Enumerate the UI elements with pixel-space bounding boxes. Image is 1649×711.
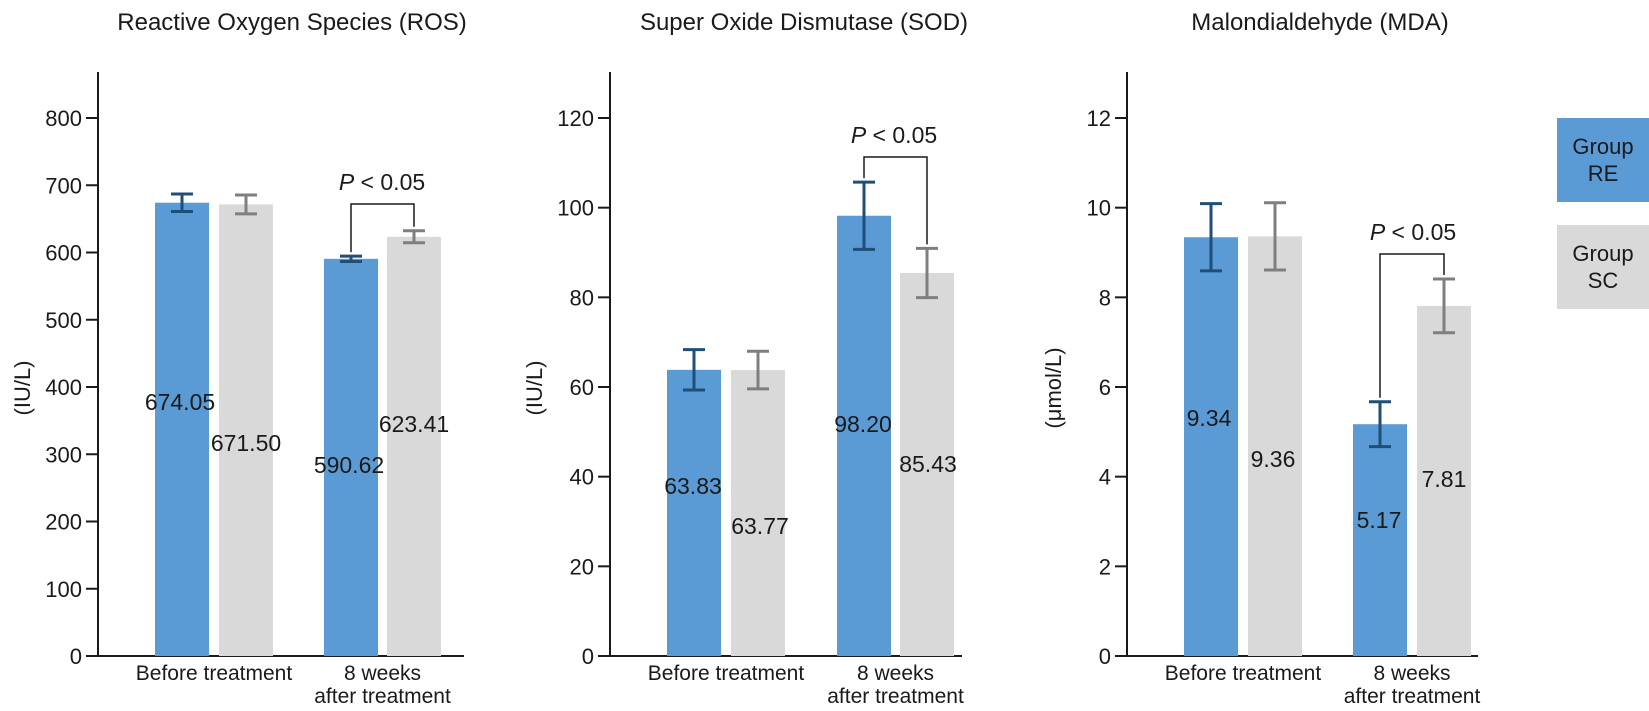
y-tick-label: 8 [1099, 285, 1111, 310]
y-axis-label: (IU/L) [10, 361, 35, 416]
bar-re [155, 202, 209, 657]
bar-re [837, 215, 891, 656]
category-label: Before treatment [136, 662, 293, 685]
significance-bracket [1379, 253, 1445, 398]
category-label: Before treatment [648, 662, 805, 685]
category-label-line: after treatment [827, 685, 964, 708]
y-tick-label: 400 [45, 375, 82, 400]
y-tick-label: 100 [45, 577, 82, 602]
y-tick-label: 300 [45, 442, 82, 467]
y-tick-label: 0 [70, 644, 82, 669]
significance-p: P [1370, 219, 1386, 245]
data-label: 623.41 [379, 411, 449, 437]
significance-bracket [863, 156, 928, 245]
category-label: 8 weeks after treatment [1344, 662, 1481, 708]
category-label: 8 weeks after treatment [827, 662, 964, 708]
chart-title: Malondialdehyde (MDA) [1191, 9, 1448, 36]
legend-item-group-sc: Group SC [1557, 225, 1649, 309]
significance-label: P < 0.05 [851, 122, 937, 148]
category-label-line: 8 weeks [1373, 662, 1450, 685]
category-label: Before treatment [1165, 662, 1322, 685]
category-label-line: after treatment [1344, 685, 1481, 708]
y-tick-label: 120 [557, 106, 594, 131]
bar-sc [1417, 305, 1471, 656]
significance-label: P < 0.05 [339, 169, 425, 195]
y-tick-label: 700 [45, 173, 82, 198]
data-label: 98.20 [834, 411, 892, 437]
chart-title: Super Oxide Dismutase (SOD) [640, 9, 968, 36]
bar-sc [900, 272, 954, 656]
y-tick-label: 0 [582, 644, 594, 669]
legend-label: Group RE [1572, 134, 1634, 186]
y-tick-label: 12 [1087, 106, 1111, 131]
y-tick-label: 200 [45, 510, 82, 535]
chart-1: Reactive Oxygen Species (ROS) (IU/L) 0 100 2… [10, 9, 467, 708]
y-tick-label: 800 [45, 106, 82, 131]
category-label-line: after treatment [314, 685, 451, 708]
data-label: 9.34 [1187, 405, 1232, 431]
category-label-line: 8 weeks [857, 662, 934, 685]
y-tick-label: 0 [1099, 644, 1111, 669]
category-label-line: Before treatment [136, 662, 293, 685]
data-label: 85.43 [899, 451, 957, 477]
significance-label: P < 0.05 [1370, 219, 1456, 245]
y-tick-label: 40 [570, 465, 594, 490]
bar-re [1353, 424, 1407, 656]
data-label: 671.50 [211, 430, 281, 456]
significance-rest: < 0.05 [1385, 219, 1456, 245]
data-label: 63.77 [731, 513, 789, 539]
bar-sc [1248, 236, 1302, 657]
category-label-line: Before treatment [1165, 662, 1322, 685]
category-label-line: 8 weeks [344, 662, 421, 685]
y-tick-label: 80 [570, 285, 594, 310]
y-axis-label: (μmol/L) [1041, 347, 1066, 428]
category-label: 8 weeks after treatment [314, 662, 451, 708]
data-label: 7.81 [1422, 466, 1467, 492]
significance-rest: < 0.05 [354, 169, 425, 195]
legend-label: Group SC [1572, 241, 1634, 293]
significance-rest: < 0.05 [866, 122, 937, 148]
bar-sc [387, 236, 441, 656]
bar-re [324, 258, 378, 656]
significance-bracket [350, 203, 415, 253]
bar-re [1184, 237, 1238, 657]
bar-sc [219, 204, 273, 656]
y-tick-label: 6 [1099, 375, 1111, 400]
data-label: 5.17 [1357, 507, 1402, 533]
y-tick-label: 500 [45, 308, 82, 333]
chart-3: Malondialdehyde (MDA) (μmol/L) 0 2 4 6 8 10 12 9.… [1041, 9, 1480, 708]
bar-re [667, 369, 721, 656]
y-tick-label: 60 [570, 375, 594, 400]
y-tick-label: 600 [45, 241, 82, 266]
y-axis-label: (IU/L) [522, 361, 547, 416]
chart-2: Super Oxide Dismutase (SOD) (IU/L) 0 20 40 60… [522, 9, 968, 708]
y-tick-label: 100 [557, 196, 594, 221]
significance-p: P [339, 169, 355, 195]
y-tick-label: 10 [1087, 196, 1111, 221]
category-label-line: Before treatment [648, 662, 805, 685]
bar-sc [731, 370, 785, 656]
data-label: 674.05 [145, 389, 215, 415]
y-tick-label: 2 [1099, 554, 1111, 579]
data-label: 63.83 [664, 473, 722, 499]
legend-item-group-re: Group RE [1557, 118, 1649, 202]
chart-title: Reactive Oxygen Species (ROS) [117, 9, 466, 36]
data-label: 9.36 [1251, 446, 1296, 472]
data-label: 590.62 [314, 452, 384, 478]
y-tick-label: 4 [1099, 465, 1111, 490]
significance-p: P [851, 122, 867, 148]
y-tick-label: 20 [570, 554, 594, 579]
